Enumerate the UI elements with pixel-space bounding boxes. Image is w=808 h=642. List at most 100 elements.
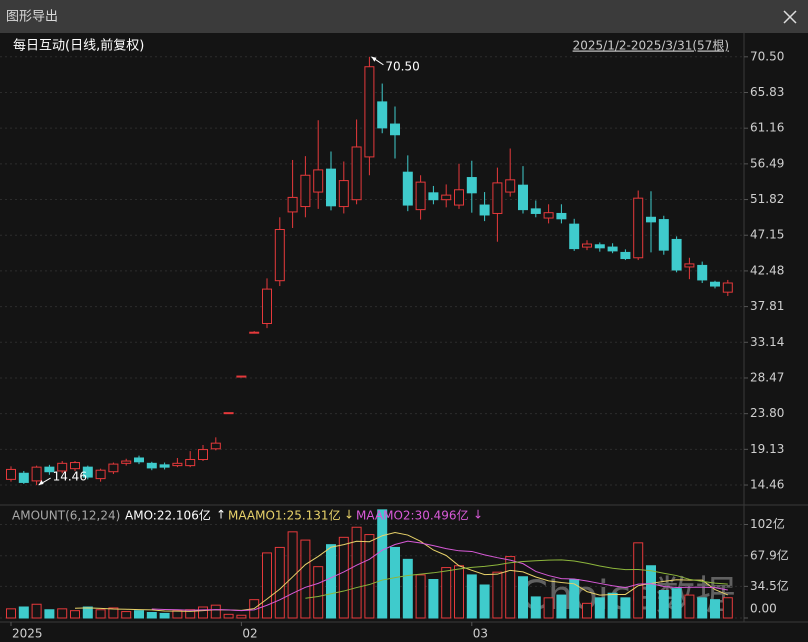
- candle-body: [722, 282, 733, 293]
- volume-bar: [569, 579, 580, 619]
- volume-bar: [351, 526, 362, 619]
- candle-body: [377, 101, 388, 129]
- window-title: 图形导出: [6, 10, 58, 25]
- ma-line: [74, 532, 728, 612]
- volume-bar: [172, 610, 183, 619]
- volume-bar: [390, 546, 400, 619]
- volume-bar: [518, 576, 528, 619]
- x-tick-label: 2025: [12, 627, 43, 641]
- candle-body: [607, 246, 618, 252]
- y-tick-label: 37.81: [750, 299, 784, 313]
- volume-bar: [454, 565, 464, 619]
- volume-bar: [684, 594, 695, 619]
- candle-body: [159, 464, 170, 468]
- candle-body: [274, 229, 285, 282]
- x-tick-label: 03: [473, 627, 488, 641]
- volume-bar: [415, 574, 426, 619]
- candle-body: [697, 264, 708, 281]
- y-tick-label: 42.48: [750, 263, 784, 277]
- candle-body: [210, 442, 221, 450]
- candle-body: [582, 243, 592, 248]
- candle-body: [31, 466, 42, 482]
- volume-bar: [313, 566, 324, 619]
- candle-body: [530, 208, 541, 214]
- candle-body: [172, 462, 183, 467]
- candle-body: [684, 263, 695, 268]
- volume-bar: [274, 546, 285, 619]
- y-tick-label: 33.14: [750, 335, 784, 349]
- volume-bar: [594, 597, 605, 619]
- volume-bar: [210, 604, 221, 619]
- title-bar: [0, 0, 808, 33]
- volume-bar: [95, 609, 106, 619]
- volume-bar: [710, 599, 720, 619]
- volume-bar: [543, 597, 554, 619]
- volume-bar: [633, 542, 644, 619]
- candle-body: [390, 123, 400, 136]
- volume-bar: [134, 610, 144, 619]
- volume-bar: [18, 606, 29, 619]
- annotation-label: 70.50: [385, 59, 419, 73]
- y-tick-label: 28.47: [750, 370, 784, 384]
- x-tick-label: 02: [242, 627, 257, 641]
- candle-body: [338, 180, 349, 208]
- candle-body: [505, 179, 516, 193]
- candle-body: [543, 212, 554, 219]
- volume-bar: [530, 596, 541, 619]
- chart-title: 每日互动(日线,前复权): [13, 38, 144, 54]
- y-tick-label: 34.5亿: [750, 578, 789, 593]
- y-tick-label: 19.13: [750, 442, 784, 456]
- volume-bar: [159, 612, 170, 619]
- volume-bar: [6, 608, 16, 619]
- candle-body: [313, 169, 324, 193]
- volume-bar: [326, 544, 336, 619]
- candle-body: [466, 177, 477, 194]
- volume-bar: [44, 609, 55, 619]
- volume-bar: [300, 539, 311, 619]
- candle-body: [287, 196, 298, 213]
- volume-bar: [607, 592, 618, 619]
- candle-body: [146, 462, 157, 469]
- y-tick-label: 67.9亿: [750, 547, 789, 562]
- candle-body: [134, 457, 144, 463]
- candle-body: [95, 469, 106, 480]
- volume-bar: [57, 608, 68, 619]
- candle-body: [326, 168, 336, 207]
- volume-bar: [121, 611, 132, 619]
- candle-body: [633, 197, 644, 259]
- close-icon[interactable]: [783, 10, 797, 24]
- close-button[interactable]: [783, 10, 797, 24]
- legend-entry: MAAMO1:25.131亿: [228, 508, 341, 523]
- volume-bar: [31, 603, 42, 619]
- y-tick-label: 47.15: [750, 228, 784, 242]
- volume-bar: [505, 556, 516, 619]
- volume-bar: [582, 602, 592, 619]
- volume-bar: [697, 597, 708, 619]
- y-tick-label: 0.00: [750, 602, 777, 616]
- candle-body: [18, 472, 29, 483]
- candle-body: [518, 184, 528, 211]
- candle-body: [556, 212, 567, 220]
- volume-bar: [198, 606, 208, 619]
- candle-body: [569, 223, 580, 250]
- candle-body: [594, 244, 605, 249]
- candle-body: [671, 238, 682, 271]
- candle-body: [479, 204, 490, 216]
- volume-bar: [70, 610, 80, 619]
- volume-bar: [146, 612, 157, 619]
- annotation-label: 14.46: [53, 470, 87, 484]
- y-tick-label: 14.46: [750, 478, 784, 492]
- y-tick-label: 51.82: [750, 192, 784, 206]
- candle-body: [441, 194, 452, 201]
- legend-entry: MAAMO2:30.496亿: [356, 508, 469, 523]
- volume-bar: [262, 552, 272, 619]
- volume-bar: [364, 534, 375, 619]
- annotation-arrowhead: [38, 480, 44, 486]
- indicator-label: AMOUNT(6,12,24): [12, 509, 120, 523]
- y-tick-label: 102亿: [750, 516, 785, 531]
- volume-bar: [236, 614, 247, 619]
- candle-body: [223, 412, 234, 415]
- candle-body: [121, 460, 132, 464]
- ma-line: [151, 540, 728, 612]
